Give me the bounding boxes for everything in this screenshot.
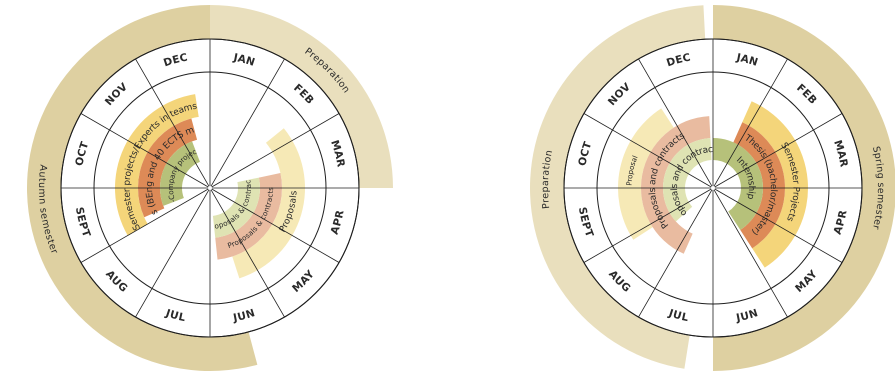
activity-arc xyxy=(713,138,763,230)
month-divider xyxy=(713,58,788,187)
activity-arc xyxy=(232,128,305,279)
month-divider xyxy=(210,189,285,318)
month-ring-edge xyxy=(60,38,360,338)
month-divider xyxy=(211,113,340,188)
month-divider xyxy=(583,188,712,263)
semester-band xyxy=(210,5,393,188)
activity-arc xyxy=(160,141,200,206)
activity-arc xyxy=(115,94,199,236)
month-divider xyxy=(583,113,712,188)
semester-band-label: Spring semester xyxy=(870,145,886,231)
activity-arc xyxy=(212,177,260,238)
month-divider xyxy=(714,113,843,188)
month-label-jul: JUL xyxy=(163,307,186,324)
month-divider xyxy=(714,188,843,263)
activity-arc xyxy=(215,173,282,260)
month-divider xyxy=(135,58,210,187)
month-ring-edge xyxy=(563,38,863,338)
month-divider xyxy=(638,189,713,318)
month-divider xyxy=(211,188,340,263)
semester-band xyxy=(713,5,895,371)
semester-band xyxy=(529,5,706,369)
month-divider xyxy=(713,189,788,318)
activity-arc xyxy=(662,138,712,222)
month-divider xyxy=(80,113,209,188)
month-divider xyxy=(638,58,713,187)
activity-arc xyxy=(138,118,198,218)
month-label-jul: JUL xyxy=(666,307,689,324)
semester-band xyxy=(26,5,258,372)
month-divider xyxy=(210,58,285,187)
month-divider xyxy=(80,188,209,263)
month-divider xyxy=(135,189,210,318)
